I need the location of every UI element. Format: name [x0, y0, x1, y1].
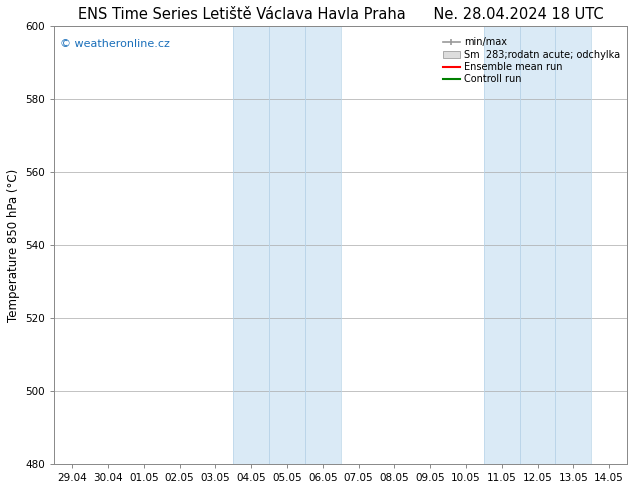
- Y-axis label: Temperature 850 hPa (°C): Temperature 850 hPa (°C): [7, 169, 20, 321]
- Text: © weatheronline.cz: © weatheronline.cz: [60, 39, 170, 49]
- Title: ENS Time Series Letiště Václava Havla Praha      Ne. 28.04.2024 18 UTC: ENS Time Series Letiště Václava Havla Pr…: [78, 7, 604, 22]
- Bar: [484, 26, 592, 464]
- Bar: [233, 26, 340, 464]
- Legend: min/max, Sm  283;rodatn acute; odchylka, Ensemble mean run, Controll run: min/max, Sm 283;rodatn acute; odchylka, …: [441, 35, 622, 86]
